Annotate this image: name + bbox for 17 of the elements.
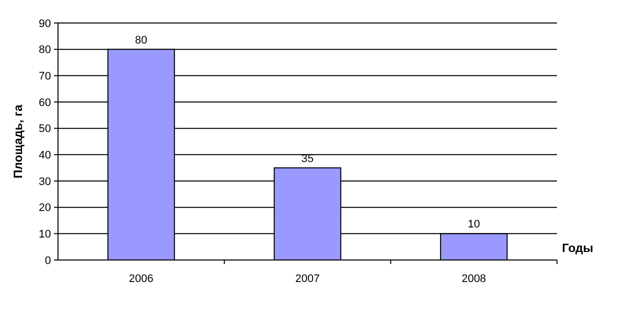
x-axis-title: Годы — [562, 241, 594, 255]
y-tick-label: 50 — [38, 123, 51, 136]
y-tick-label: 80 — [38, 44, 51, 56]
y-tick-label: 10 — [38, 228, 51, 241]
y-tick-label: 40 — [38, 150, 51, 162]
y-tick-label: 20 — [38, 202, 51, 214]
y-tick-label: 0 — [44, 254, 51, 267]
y-axis-title: Площадь, га — [11, 104, 25, 178]
y-tick-label: 30 — [38, 176, 51, 188]
x-tick-label: 2007 — [295, 273, 320, 285]
y-tick-label: 60 — [38, 96, 51, 109]
data-label: 80 — [135, 34, 148, 46]
y-tick-label: 90 — [38, 18, 51, 30]
data-label: 10 — [468, 218, 480, 231]
x-tick-label: 2008 — [462, 273, 486, 285]
y-tick-label: 70 — [38, 70, 51, 83]
x-tick-label: 2006 — [128, 273, 154, 285]
